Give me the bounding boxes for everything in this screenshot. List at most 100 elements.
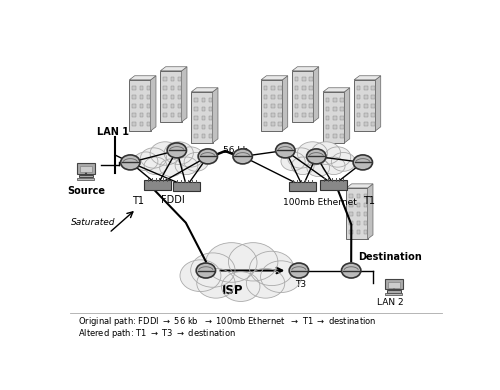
Circle shape bbox=[206, 243, 257, 282]
FancyBboxPatch shape bbox=[295, 86, 298, 90]
FancyBboxPatch shape bbox=[264, 95, 268, 99]
FancyBboxPatch shape bbox=[387, 290, 401, 293]
FancyBboxPatch shape bbox=[350, 230, 352, 234]
FancyBboxPatch shape bbox=[208, 107, 212, 112]
Circle shape bbox=[298, 142, 328, 165]
FancyBboxPatch shape bbox=[356, 213, 360, 216]
FancyBboxPatch shape bbox=[194, 116, 198, 121]
FancyBboxPatch shape bbox=[310, 77, 312, 82]
FancyBboxPatch shape bbox=[173, 182, 200, 191]
FancyBboxPatch shape bbox=[364, 104, 368, 108]
FancyBboxPatch shape bbox=[146, 95, 150, 99]
FancyBboxPatch shape bbox=[302, 86, 306, 90]
Text: T1: T1 bbox=[132, 197, 144, 206]
FancyBboxPatch shape bbox=[194, 134, 198, 138]
Circle shape bbox=[178, 147, 204, 167]
FancyBboxPatch shape bbox=[160, 71, 182, 122]
Circle shape bbox=[190, 253, 235, 287]
FancyBboxPatch shape bbox=[178, 113, 181, 117]
Text: 56 kb: 56 kb bbox=[224, 146, 248, 155]
FancyBboxPatch shape bbox=[194, 107, 198, 112]
Polygon shape bbox=[182, 67, 187, 122]
FancyBboxPatch shape bbox=[140, 104, 143, 108]
Circle shape bbox=[353, 155, 372, 170]
FancyBboxPatch shape bbox=[146, 113, 150, 117]
FancyBboxPatch shape bbox=[164, 113, 166, 117]
Circle shape bbox=[306, 149, 326, 164]
FancyBboxPatch shape bbox=[132, 113, 136, 117]
FancyBboxPatch shape bbox=[140, 113, 143, 117]
Polygon shape bbox=[282, 76, 288, 131]
FancyBboxPatch shape bbox=[178, 104, 181, 108]
Circle shape bbox=[134, 152, 158, 171]
Circle shape bbox=[144, 157, 167, 175]
Circle shape bbox=[322, 157, 345, 175]
FancyBboxPatch shape bbox=[310, 95, 312, 99]
Circle shape bbox=[233, 149, 252, 164]
FancyBboxPatch shape bbox=[278, 122, 281, 126]
FancyBboxPatch shape bbox=[272, 122, 274, 126]
FancyBboxPatch shape bbox=[385, 279, 402, 289]
FancyBboxPatch shape bbox=[264, 122, 268, 126]
FancyBboxPatch shape bbox=[350, 213, 352, 216]
Circle shape bbox=[164, 142, 194, 165]
FancyBboxPatch shape bbox=[170, 86, 174, 90]
Text: LAN 2: LAN 2 bbox=[376, 298, 403, 307]
FancyBboxPatch shape bbox=[372, 113, 374, 117]
FancyBboxPatch shape bbox=[164, 95, 166, 99]
FancyBboxPatch shape bbox=[278, 95, 281, 99]
FancyBboxPatch shape bbox=[334, 125, 336, 129]
FancyBboxPatch shape bbox=[80, 166, 92, 172]
FancyBboxPatch shape bbox=[364, 204, 367, 207]
Circle shape bbox=[120, 155, 140, 170]
Circle shape bbox=[250, 251, 294, 285]
FancyBboxPatch shape bbox=[170, 104, 174, 108]
Text: FDDI: FDDI bbox=[161, 195, 185, 206]
FancyBboxPatch shape bbox=[310, 104, 312, 108]
FancyBboxPatch shape bbox=[346, 188, 368, 239]
Text: Source: Source bbox=[67, 186, 105, 197]
Polygon shape bbox=[150, 76, 156, 131]
FancyBboxPatch shape bbox=[290, 182, 316, 191]
Circle shape bbox=[175, 157, 198, 175]
FancyBboxPatch shape bbox=[192, 92, 212, 143]
Circle shape bbox=[167, 143, 186, 158]
Circle shape bbox=[312, 142, 340, 165]
FancyBboxPatch shape bbox=[326, 125, 330, 129]
FancyBboxPatch shape bbox=[334, 134, 336, 138]
Circle shape bbox=[150, 142, 180, 165]
FancyBboxPatch shape bbox=[144, 180, 171, 190]
FancyBboxPatch shape bbox=[194, 125, 198, 129]
Circle shape bbox=[276, 143, 295, 158]
Circle shape bbox=[140, 148, 166, 168]
FancyBboxPatch shape bbox=[132, 122, 136, 126]
FancyBboxPatch shape bbox=[386, 293, 402, 296]
FancyBboxPatch shape bbox=[326, 107, 330, 112]
Text: T1: T1 bbox=[362, 197, 374, 206]
Circle shape bbox=[342, 263, 361, 278]
Circle shape bbox=[260, 261, 302, 292]
FancyBboxPatch shape bbox=[323, 92, 344, 143]
FancyBboxPatch shape bbox=[372, 86, 374, 90]
FancyBboxPatch shape bbox=[372, 104, 374, 108]
FancyBboxPatch shape bbox=[278, 113, 281, 117]
FancyBboxPatch shape bbox=[295, 113, 298, 117]
FancyBboxPatch shape bbox=[170, 95, 174, 99]
Polygon shape bbox=[192, 88, 218, 92]
Polygon shape bbox=[323, 88, 349, 92]
Text: Saturated: Saturated bbox=[72, 218, 116, 227]
FancyBboxPatch shape bbox=[356, 222, 360, 225]
FancyBboxPatch shape bbox=[302, 77, 306, 82]
FancyBboxPatch shape bbox=[132, 104, 136, 108]
Text: 100mb Ethernet: 100mb Ethernet bbox=[283, 198, 357, 207]
FancyBboxPatch shape bbox=[178, 95, 181, 99]
Text: LAN 1: LAN 1 bbox=[98, 128, 130, 137]
FancyBboxPatch shape bbox=[208, 134, 212, 138]
FancyBboxPatch shape bbox=[364, 222, 367, 225]
FancyBboxPatch shape bbox=[354, 80, 376, 131]
FancyBboxPatch shape bbox=[334, 98, 336, 102]
FancyBboxPatch shape bbox=[372, 95, 374, 99]
FancyBboxPatch shape bbox=[264, 104, 268, 108]
FancyBboxPatch shape bbox=[146, 86, 150, 90]
FancyBboxPatch shape bbox=[388, 282, 400, 288]
